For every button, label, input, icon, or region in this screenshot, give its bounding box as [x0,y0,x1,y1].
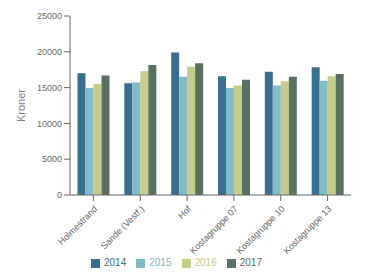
svg-text:Sande (Vestf.): Sande (Vestf.) [99,204,146,251]
svg-text:Kostagruppe 07: Kostagruppe 07 [188,204,240,256]
svg-text:15000: 15000 [37,83,62,93]
html-text:2017: 2017 [239,257,262,268]
svg-text:25000: 25000 [37,11,62,21]
svg-text:10000: 10000 [37,119,62,129]
svg-text:Kroner: Kroner [15,89,27,122]
html-text:2016: 2016 [194,257,217,268]
svg-text:20000: 20000 [37,47,62,57]
svg-text:Hof: Hof [176,204,193,221]
html-text:2014: 2014 [104,257,127,268]
svg-text:0: 0 [57,190,62,200]
svg-text:Kostagruppe 13: Kostagruppe 13 [281,204,333,256]
svg-text:Holmestrand: Holmestrand [56,204,99,247]
html-text:2015: 2015 [149,257,172,268]
svg-text:5000: 5000 [42,154,62,164]
svg-text:Kostagruppe 10: Kostagruppe 10 [235,204,287,256]
